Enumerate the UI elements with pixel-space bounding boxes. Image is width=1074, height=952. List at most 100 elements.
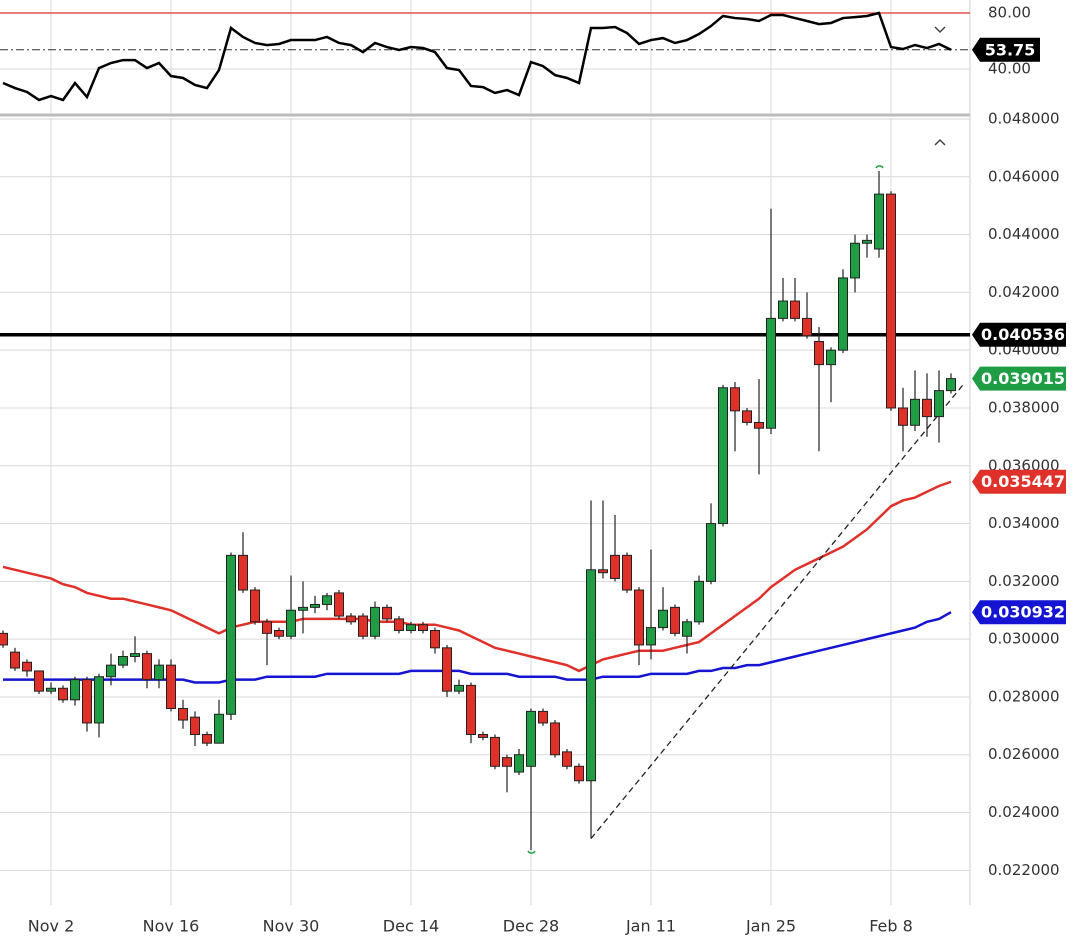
candle-body	[406, 624, 416, 631]
rsi-line	[2, 11, 952, 102]
y-tick-label: 0.026000	[988, 745, 1060, 763]
x-tick-label: Nov 16	[143, 917, 200, 936]
y-tick-label: 0.046000	[988, 167, 1060, 185]
candle-body	[310, 603, 320, 608]
candle-body	[202, 734, 212, 744]
candle-body	[10, 651, 20, 669]
price-tag	[972, 600, 1066, 625]
candle-body	[430, 629, 440, 649]
candle-body	[742, 410, 752, 423]
x-tick-label: Jan 11	[625, 917, 676, 936]
candle-body	[418, 624, 428, 631]
candle-body	[238, 554, 248, 591]
candle-body	[106, 664, 116, 678]
candle-body	[382, 606, 392, 620]
candle-body	[766, 317, 776, 429]
candle-body	[358, 615, 368, 637]
candle-body	[754, 421, 764, 429]
candle-body	[658, 609, 668, 629]
y-tick-label: 0.044000	[988, 225, 1060, 243]
trend-line	[590, 384, 964, 839]
candle-body	[82, 679, 92, 724]
candle-body	[538, 710, 548, 724]
candle-body	[622, 554, 632, 591]
candle-body	[790, 300, 800, 319]
y-tick-label: 0.048000	[988, 110, 1060, 128]
candle-body	[490, 736, 500, 767]
expand-icon[interactable]	[934, 138, 946, 146]
candle-body	[922, 398, 932, 418]
candle-body	[562, 751, 572, 767]
candle-body	[694, 580, 704, 623]
candle-body	[778, 300, 788, 319]
y-tick-label: 40.00	[988, 60, 1031, 78]
candle-body	[226, 554, 236, 715]
candle-body	[574, 765, 584, 782]
candle-body	[910, 398, 920, 426]
y-tick-label: 0.038000	[988, 398, 1060, 416]
candle-body	[0, 632, 8, 646]
candle-body	[478, 734, 488, 738]
price-tag	[972, 366, 1066, 391]
candle-body	[682, 621, 692, 637]
candle-body	[874, 193, 884, 250]
candle-body	[166, 664, 176, 710]
candle-body	[730, 387, 740, 412]
y-tick-label: 0.034000	[988, 514, 1060, 532]
candle-body	[862, 239, 872, 244]
price-tag-label: 0.040536	[981, 325, 1065, 344]
collapse-icon[interactable]	[934, 26, 946, 34]
x-tick-label: Dec 28	[503, 917, 559, 936]
candle-body	[934, 390, 944, 418]
candle-body	[130, 653, 140, 657]
x-tick-label: Nov 2	[28, 917, 75, 936]
y-tick-label: 0.028000	[988, 687, 1060, 705]
candle-body	[190, 716, 200, 736]
candle-body	[118, 655, 128, 666]
candle-body	[46, 687, 56, 692]
candle-body	[550, 722, 560, 756]
candle-body	[850, 242, 860, 279]
y-tick-label: 80.00	[988, 4, 1031, 22]
candle-body	[274, 629, 284, 637]
candle-body	[610, 554, 620, 579]
candle-body	[826, 349, 836, 366]
candle-body	[634, 589, 644, 646]
candle-body	[394, 618, 404, 631]
candle-body	[286, 609, 296, 637]
candle-body	[814, 341, 824, 366]
candle-body	[22, 661, 32, 672]
candle-body	[370, 606, 380, 637]
candle-body	[154, 664, 164, 681]
candle-body	[322, 595, 332, 605]
candle-body	[250, 589, 260, 623]
candle-body	[718, 387, 728, 525]
y-tick-label: 0.030000	[988, 630, 1060, 648]
candle-body	[298, 606, 308, 611]
price-tag-label: 0.039015	[981, 369, 1065, 388]
y-tick-label: 0.032000	[988, 572, 1060, 590]
candle-body	[586, 569, 596, 782]
candle-body	[466, 684, 476, 736]
candle-body	[670, 606, 680, 634]
candle-body	[898, 407, 908, 426]
candle-body	[178, 708, 188, 721]
candle-body	[706, 523, 716, 582]
price-tag-label: 0.030932	[981, 603, 1065, 622]
rsi-panel	[0, 0, 970, 113]
high-marker	[875, 165, 884, 169]
candle-body	[946, 378, 956, 392]
moving-average-line	[2, 480, 952, 673]
candle-body	[886, 193, 896, 409]
candle-body	[142, 653, 152, 681]
candle-body	[442, 647, 452, 692]
price-tag	[972, 469, 1066, 494]
price-tag	[972, 37, 1040, 62]
candle-body	[334, 592, 344, 617]
candle-body	[346, 615, 356, 623]
candle-body	[94, 676, 104, 724]
candle-body	[262, 621, 272, 634]
low-marker	[527, 850, 536, 854]
